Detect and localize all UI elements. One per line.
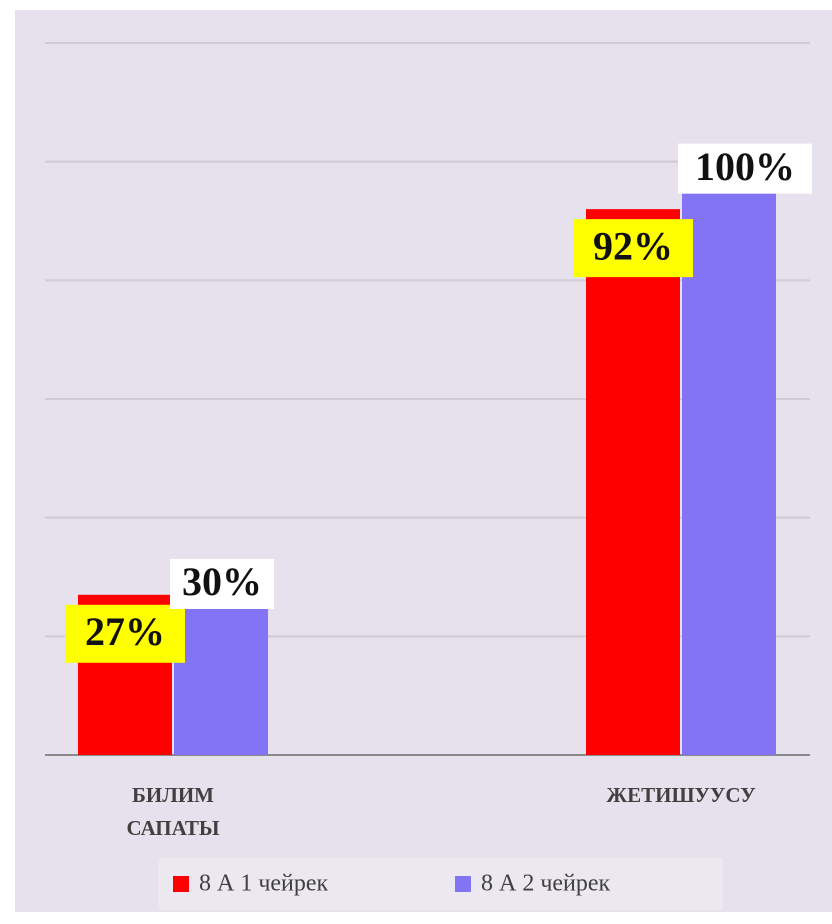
value-label: 30% <box>182 559 262 604</box>
value-label-box <box>170 559 274 609</box>
legend-swatch <box>455 876 471 892</box>
value-label: 27% <box>85 609 165 654</box>
legend-box <box>158 858 723 910</box>
bar <box>586 209 680 756</box>
value-label: 100% <box>695 144 795 189</box>
value-label-box <box>678 143 812 194</box>
legend-label: 8 А 1 чейрек <box>199 871 329 897</box>
bar <box>682 161 776 755</box>
x-tick-label: БИЛИМ САПАТЫ <box>126 783 219 840</box>
x-tick-label-line: БИЛИМ <box>132 783 214 807</box>
value-label-box <box>573 219 693 278</box>
value-label-box <box>65 604 185 663</box>
legend-swatch <box>173 876 189 892</box>
x-tick-label: ЖЕТИШУУСУ <box>606 783 755 807</box>
legend-label: 8 А 2 чейрек <box>481 871 611 897</box>
x-tick-label-line: САПАТЫ <box>126 816 219 840</box>
value-label: 92% <box>593 223 673 268</box>
